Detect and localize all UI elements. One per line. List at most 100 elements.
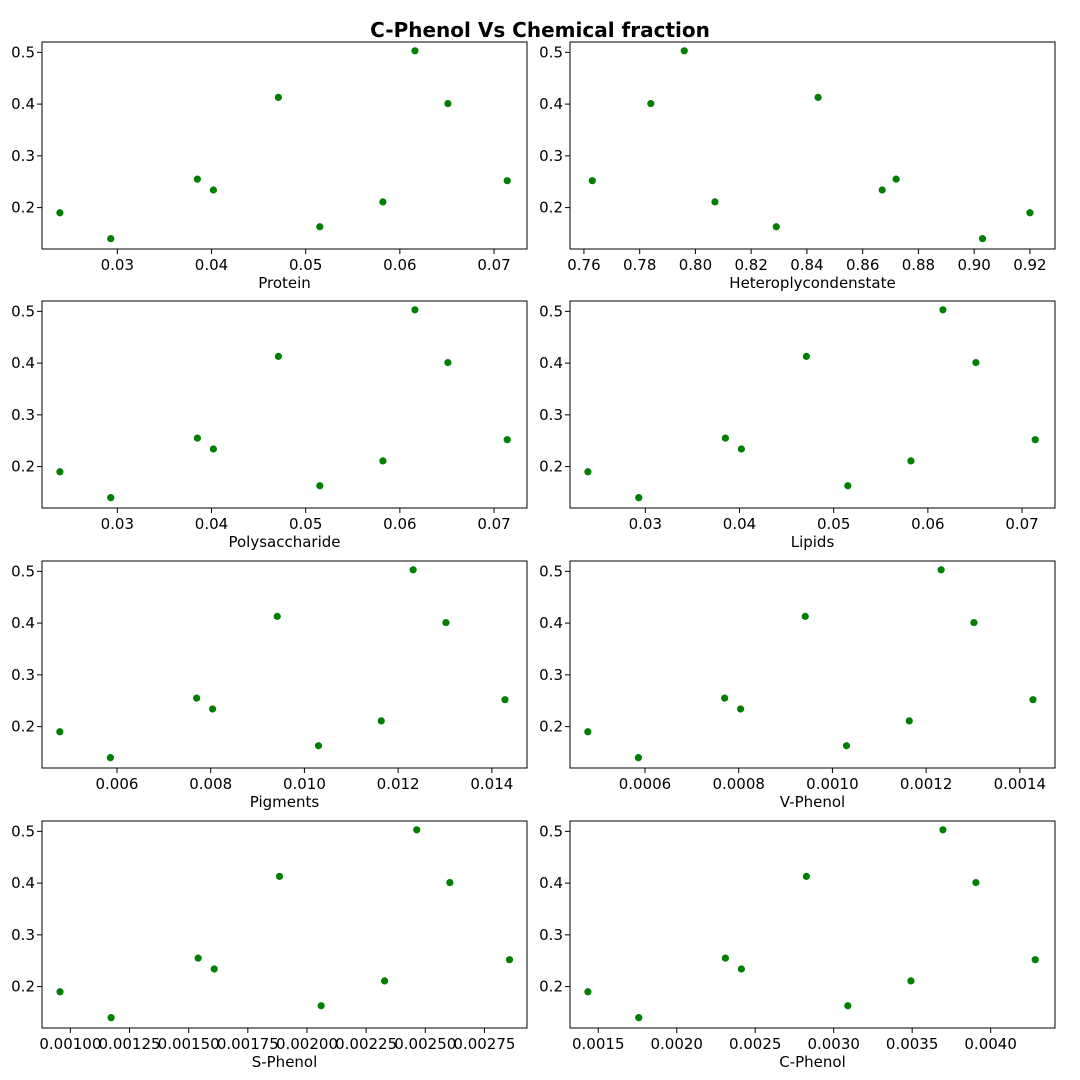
x-axis-label: S-Phenol — [252, 1053, 318, 1071]
data-point — [1031, 436, 1039, 444]
data-point — [442, 618, 450, 627]
subplot-protein: 0.03 0.04 0.05 0.06 0.07 0.2 0.3 0.4 0.5 Protein — [11, 41, 528, 292]
y-tick-label: 0.5 — [11, 562, 35, 580]
data-point — [721, 694, 729, 702]
x-tick-label: 0.07 — [477, 256, 510, 274]
data-point — [503, 177, 511, 185]
y-tick-label: 0.2 — [11, 458, 35, 476]
x-tick-label: 0.07 — [1005, 515, 1038, 533]
data-point — [634, 754, 643, 762]
y-tick-label: 0.3 — [539, 406, 563, 424]
subplot-polysaccharide: 0.03 0.04 0.05 0.06 0.07 0.2 0.3 0.4 0.5 Polysacc… — [11, 300, 528, 551]
y-tick-label: 0.4 — [11, 354, 35, 372]
x-tick-label: 0.07 — [477, 515, 510, 533]
y-tick-label: 0.2 — [539, 458, 563, 476]
y-tick-label: 0.5 — [539, 43, 563, 61]
x-axis-label: Protein — [258, 274, 311, 292]
data-point — [377, 717, 385, 725]
axes-frame — [41, 820, 528, 1029]
data-point — [892, 175, 900, 183]
data-point — [316, 223, 324, 231]
data-point — [210, 965, 218, 973]
data-point — [275, 872, 284, 880]
x-tick-label: 0.0012 — [900, 775, 953, 793]
data-point — [907, 457, 915, 465]
subplots-grid: 0.03 0.04 0.05 0.06 0.070.20.30.40.5Protein0… — [11, 41, 1056, 1071]
x-tick-label: 0.06 — [383, 256, 416, 274]
y-tick-label: 0.5 — [11, 822, 35, 840]
x-tick-label: 0.04 — [195, 256, 228, 274]
subplot-c-phenol: 0.0015 0.0020 0.0025 0.0030 0.0035 0.0040 0.2 0… — [539, 820, 1056, 1071]
x-tick-label: 0.00250 — [394, 1035, 456, 1053]
y-tick-label: 0.3 — [11, 147, 35, 165]
x-tick-label: 0.04 — [723, 515, 756, 533]
y-tick-label: 0.4 — [11, 874, 35, 892]
x-tick-label: 0.0030 — [807, 1035, 860, 1053]
data-point — [411, 306, 419, 314]
data-point — [503, 436, 511, 444]
y-tick-label: 0.5 — [539, 302, 563, 320]
y-tick-label: 0.3 — [539, 926, 563, 944]
y-tick-label: 0.2 — [539, 199, 563, 217]
x-tick-label: 0.0015 — [572, 1035, 625, 1053]
axes-frame — [569, 820, 1056, 1029]
y-tick-label: 0.2 — [11, 978, 35, 996]
x-tick-label: 0.90 — [957, 256, 990, 274]
x-tick-label: 0.0010 — [806, 775, 859, 793]
data-point — [317, 1002, 325, 1010]
data-point — [193, 694, 201, 702]
data-point — [314, 742, 323, 750]
y-tick-label: 0.4 — [11, 95, 35, 113]
data-point — [209, 186, 217, 194]
x-tick-label: 0.0008 — [712, 775, 765, 793]
data-point — [409, 566, 417, 574]
data-point — [379, 457, 387, 465]
data-point — [274, 352, 282, 360]
data-point — [56, 728, 64, 736]
x-tick-label: 0.0020 — [650, 1035, 703, 1053]
data-point — [907, 977, 915, 985]
data-point — [878, 186, 886, 194]
data-point — [802, 872, 810, 880]
data-point — [972, 358, 980, 367]
data-point — [588, 177, 596, 185]
x-axis-label: C-Phenol — [779, 1053, 846, 1071]
x-tick-label: 0.03 — [101, 515, 134, 533]
x-tick-label: 0.010 — [283, 775, 326, 793]
data-point — [413, 826, 421, 834]
data-point — [978, 235, 987, 243]
data-point — [905, 717, 913, 725]
x-tick-label: 0.04 — [195, 515, 228, 533]
x-tick-label: 0.76 — [567, 256, 600, 274]
data-point — [635, 1014, 643, 1022]
data-point — [721, 954, 729, 962]
data-point — [193, 175, 201, 183]
data-point — [1031, 956, 1039, 964]
figure-title: C-Phenol Vs Chemical fraction — [370, 18, 710, 42]
data-point — [194, 954, 202, 962]
data-point — [814, 93, 822, 101]
data-point — [970, 618, 978, 627]
axes-frame — [569, 560, 1056, 769]
x-tick-label: 0.00275 — [453, 1035, 515, 1053]
y-tick-label: 0.5 — [539, 822, 563, 840]
x-tick-label: 0.80 — [679, 256, 712, 274]
x-tick-label: 0.008 — [189, 775, 232, 793]
data-point — [721, 434, 729, 442]
y-tick-label: 0.2 — [11, 718, 35, 736]
x-tick-label: 0.0006 — [619, 775, 672, 793]
data-point — [772, 223, 780, 231]
x-axis-label: Heteroplycondenstate — [729, 274, 895, 292]
y-tick-label: 0.4 — [539, 874, 563, 892]
data-point — [939, 826, 947, 834]
data-point — [380, 977, 389, 985]
data-point — [680, 47, 688, 55]
subplot-pigments: 0.006 0.008 0.010 0.012 0.014 0.2 0.3 0.4 0.5 Pig… — [11, 560, 528, 811]
y-tick-label: 0.3 — [11, 926, 35, 944]
data-point — [844, 482, 852, 490]
data-point — [972, 878, 980, 887]
y-tick-label: 0.5 — [11, 302, 35, 320]
axes-frame — [41, 300, 528, 509]
data-point — [444, 99, 452, 108]
y-tick-label: 0.2 — [539, 978, 563, 996]
